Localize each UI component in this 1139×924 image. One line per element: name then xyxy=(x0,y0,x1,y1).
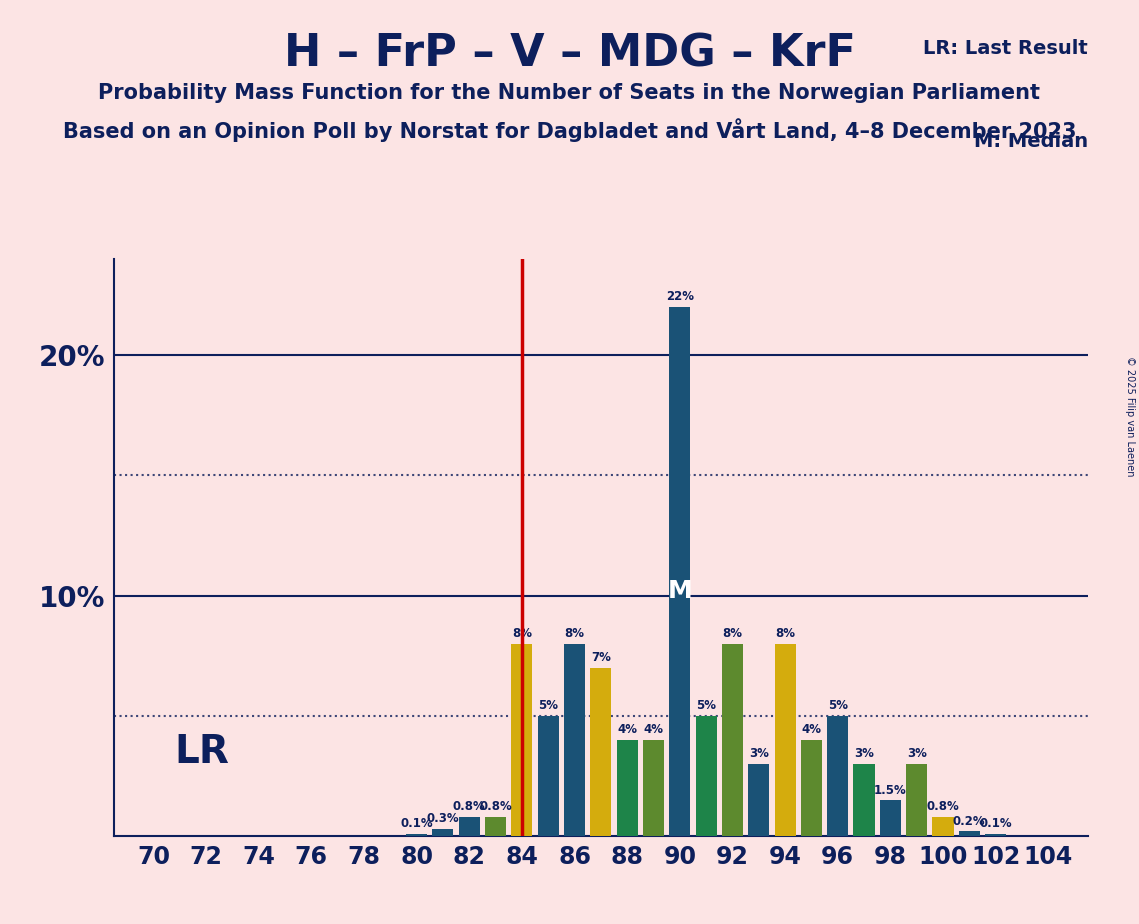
Text: 0.8%: 0.8% xyxy=(927,800,959,813)
Text: 5%: 5% xyxy=(539,699,558,712)
Text: © 2025 Filip van Laenen: © 2025 Filip van Laenen xyxy=(1125,356,1134,476)
Text: 4%: 4% xyxy=(644,723,663,736)
Text: 0.8%: 0.8% xyxy=(453,800,485,813)
Text: LR: Last Result: LR: Last Result xyxy=(923,40,1088,58)
Bar xyxy=(485,817,506,836)
Text: 0.1%: 0.1% xyxy=(400,817,433,830)
Bar xyxy=(748,764,769,836)
Bar xyxy=(590,668,612,836)
Bar xyxy=(959,832,980,836)
Text: 5%: 5% xyxy=(828,699,847,712)
Text: Based on an Opinion Poll by Norstat for Dagbladet and Vårt Land, 4–8 December 20: Based on an Opinion Poll by Norstat for … xyxy=(63,118,1076,142)
Bar xyxy=(879,800,901,836)
Text: 22%: 22% xyxy=(666,290,694,303)
Text: 5%: 5% xyxy=(696,699,716,712)
Bar xyxy=(985,833,1006,836)
Bar xyxy=(827,716,849,836)
Text: 0.1%: 0.1% xyxy=(980,817,1011,830)
Text: Probability Mass Function for the Number of Seats in the Norwegian Parliament: Probability Mass Function for the Number… xyxy=(98,83,1041,103)
Text: 8%: 8% xyxy=(722,627,743,640)
Text: 4%: 4% xyxy=(802,723,821,736)
Text: 7%: 7% xyxy=(591,651,611,664)
Text: M: Median: M: Median xyxy=(974,132,1088,151)
Text: 0.8%: 0.8% xyxy=(480,800,511,813)
Text: 3%: 3% xyxy=(907,748,927,760)
Text: 1.5%: 1.5% xyxy=(874,784,907,796)
Bar xyxy=(616,740,638,836)
Bar xyxy=(459,817,480,836)
Text: 3%: 3% xyxy=(854,748,874,760)
Text: 4%: 4% xyxy=(617,723,637,736)
Bar xyxy=(405,833,427,836)
Text: 8%: 8% xyxy=(511,627,532,640)
Text: H – FrP – V – MDG – KrF: H – FrP – V – MDG – KrF xyxy=(284,32,855,76)
Text: LR: LR xyxy=(174,733,229,771)
Bar xyxy=(696,716,716,836)
Text: 8%: 8% xyxy=(775,627,795,640)
Text: M: M xyxy=(667,578,693,602)
Bar xyxy=(907,764,927,836)
Text: 8%: 8% xyxy=(565,627,584,640)
Bar xyxy=(670,307,690,836)
Bar xyxy=(801,740,822,836)
Bar xyxy=(564,644,585,836)
Bar xyxy=(642,740,664,836)
Bar xyxy=(722,644,743,836)
Bar xyxy=(933,817,953,836)
Bar xyxy=(775,644,795,836)
Text: 0.2%: 0.2% xyxy=(953,815,985,828)
Bar xyxy=(853,764,875,836)
Bar xyxy=(433,829,453,836)
Bar xyxy=(511,644,532,836)
Bar xyxy=(538,716,559,836)
Text: 0.3%: 0.3% xyxy=(427,812,459,825)
Text: 3%: 3% xyxy=(748,748,769,760)
